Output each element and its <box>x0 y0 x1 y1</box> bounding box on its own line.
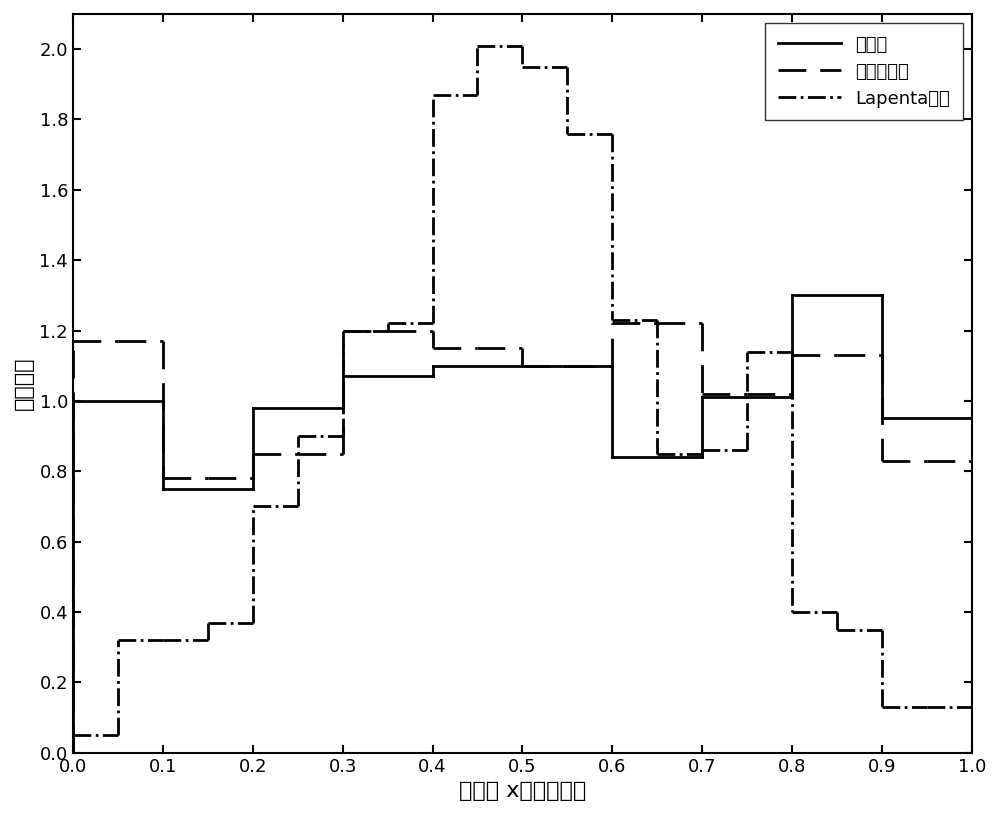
Legend: 合并前, 四合二算法, Lapenta算法: 合并前, 四合二算法, Lapenta算法 <box>765 23 963 121</box>
Y-axis label: 概率密度: 概率密度 <box>14 356 34 410</box>
X-axis label: 粒子沿 x方向的位置: 粒子沿 x方向的位置 <box>459 781 586 801</box>
